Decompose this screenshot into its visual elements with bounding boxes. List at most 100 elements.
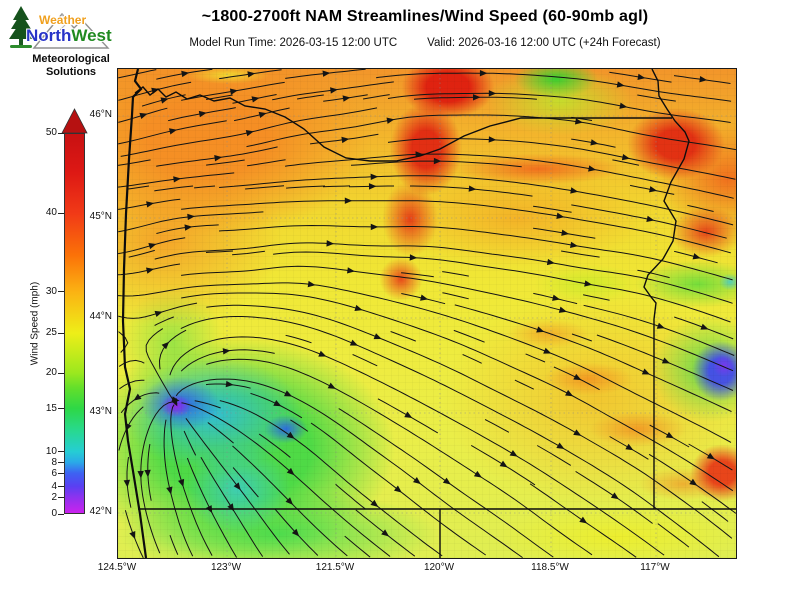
colorbar-gradient	[64, 133, 85, 514]
colorbar-tick-mark	[58, 291, 64, 293]
streamline-arrow-icon	[573, 429, 582, 436]
streamline	[514, 379, 535, 390]
streamline-arrow-icon	[556, 212, 565, 219]
streamline-arrow-icon	[148, 243, 157, 250]
streamline	[232, 250, 265, 256]
streamline	[128, 185, 150, 190]
columbia-river-border	[134, 86, 672, 162]
streamline-arrow-icon	[610, 492, 619, 500]
colorbar-tick-mark	[58, 497, 64, 499]
model-run-time: Model Run Time: 2026-03-15 12:00 UTC	[189, 37, 398, 49]
streamline-arrow-icon	[187, 213, 195, 221]
streamline	[128, 249, 155, 258]
streamline-arrow-icon	[509, 450, 518, 457]
streamline	[232, 467, 259, 498]
streamline	[290, 419, 309, 432]
streamline	[637, 269, 670, 279]
streamline	[246, 114, 736, 151]
streamline-arrow-icon	[184, 224, 193, 231]
streamline-arrow-icon	[139, 112, 148, 120]
streamline	[322, 185, 351, 188]
streamline-arrow-icon	[349, 339, 359, 346]
streamline-arrow-icon	[233, 482, 241, 491]
streamline	[363, 94, 390, 100]
streamline	[154, 316, 174, 326]
streamline-arrow-icon	[222, 348, 231, 355]
streamline-arrow-icon	[536, 326, 545, 333]
streamline-arrow-icon	[621, 153, 630, 161]
streamline-arrow-icon	[499, 460, 508, 468]
streamline	[169, 336, 665, 556]
streamline	[525, 353, 546, 363]
streamline-arrow-icon	[123, 479, 131, 488]
streamline	[637, 94, 676, 102]
colorbar-tick-mark	[58, 451, 64, 453]
colorbar-tick-mark	[58, 408, 64, 410]
streamline-arrow-icon	[347, 267, 355, 274]
streamline-arrow-icon	[146, 201, 155, 208]
streamline-arrow-icon	[171, 396, 180, 403]
streamline	[169, 535, 179, 555]
streamline-arrow-icon	[354, 304, 363, 311]
streamline-arrow-icon	[393, 485, 402, 493]
streamline-arrow-icon	[258, 111, 267, 119]
streamline	[657, 523, 690, 548]
streamline	[207, 422, 234, 444]
streamline-arrow-icon	[178, 478, 185, 488]
wind-speed-field	[118, 69, 736, 558]
streamline-arrow-icon	[133, 393, 142, 401]
streamline	[245, 185, 285, 190]
streamline-arrow-icon	[649, 186, 658, 193]
streamline-arrow-icon	[590, 139, 599, 146]
streamline	[583, 294, 610, 301]
streamline-arrow-icon	[341, 136, 350, 144]
streamline-arrow-icon	[214, 154, 223, 162]
pine-tree-icon	[9, 6, 33, 48]
streamline	[218, 224, 733, 281]
streamline	[453, 329, 485, 343]
streamline-arrow-icon	[409, 254, 418, 261]
streamline	[154, 242, 733, 304]
streamline	[484, 419, 510, 433]
streamline-arrow-icon	[616, 81, 625, 88]
streamline-arrow-icon	[706, 452, 715, 460]
streamline-arrow-icon	[137, 470, 144, 479]
streamline-arrow-icon	[488, 136, 497, 143]
streamline-arrow-icon	[561, 229, 570, 236]
colorbar-tick-label: 15	[45, 402, 57, 414]
lat-tick-label: 42°N	[89, 506, 112, 517]
streamline-arrow-icon	[160, 97, 169, 104]
streamline-arrow-icon	[146, 267, 155, 274]
streamline-arrow-icon	[245, 130, 254, 137]
colorbar-tick-label: 8	[51, 456, 57, 468]
streamline	[536, 445, 572, 466]
streamlines-layer	[118, 69, 736, 558]
streamline	[194, 400, 221, 409]
streamline-arrow-icon	[646, 215, 655, 222]
colorbar-tick-mark	[58, 212, 64, 214]
streamline-arrow-icon	[543, 347, 552, 354]
streamline	[352, 354, 378, 367]
streamline	[335, 483, 366, 510]
streamline-arrow-icon	[692, 253, 701, 260]
streamline	[118, 282, 732, 443]
streamline	[181, 200, 731, 254]
streamline-arrow-icon	[169, 128, 178, 135]
streamline-arrow-icon	[665, 431, 674, 439]
streamline-arrow-icon	[619, 102, 628, 109]
streamline	[390, 331, 416, 342]
streamline	[183, 430, 197, 456]
colorbar-tick-label: 30	[45, 285, 57, 297]
streamline-arrow-icon	[342, 95, 351, 102]
streamline-arrow-icon	[386, 117, 395, 124]
lon-tick-label: 118.5°W	[531, 562, 569, 573]
streamline-arrow-icon	[154, 310, 163, 318]
lat-tick-label: 45°N	[89, 211, 112, 222]
coastline	[121, 69, 148, 558]
streamline-arrow-icon	[173, 176, 181, 183]
logo: Weather NorthWest Meteorological Solutio…	[6, 2, 136, 79]
colorbar-tick-label: 40	[45, 207, 57, 218]
streamline-arrow-icon	[404, 411, 413, 419]
mountain-icon	[32, 12, 110, 49]
